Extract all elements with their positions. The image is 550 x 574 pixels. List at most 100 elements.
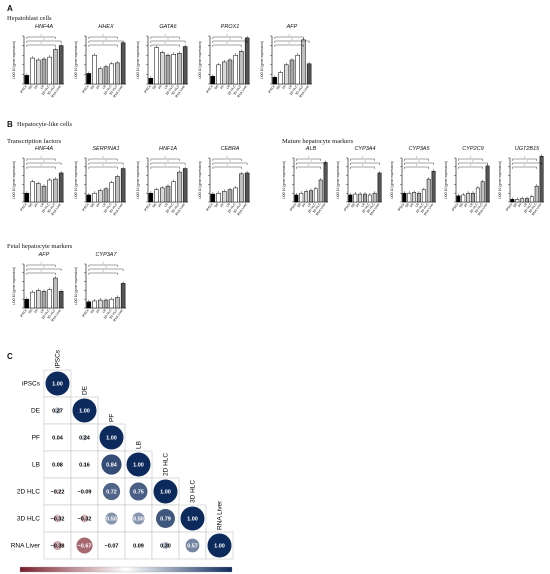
category-label: LB — [39, 202, 45, 207]
significance-bracket — [88, 36, 118, 39]
category-label: iPSCs — [343, 202, 352, 212]
bar-3 — [309, 190, 313, 203]
y-axis-label: LOG 10 (gene expression) — [260, 41, 264, 79]
bar-0 — [348, 194, 353, 203]
bar-5 — [372, 192, 377, 203]
category-label: 3D HLC — [294, 84, 304, 96]
category-label: LB — [101, 308, 107, 313]
significance-bracket — [274, 36, 304, 39]
significance-bracket — [150, 158, 180, 161]
correlation-dot — [82, 489, 87, 494]
category-label: PF — [219, 84, 225, 90]
category-label: PF — [517, 202, 523, 208]
bar-2 — [36, 59, 41, 85]
correlation-dot — [156, 509, 175, 528]
category-label: PF — [33, 84, 39, 90]
category-label: iPSCs — [81, 84, 90, 94]
category-label: iPSCs — [19, 202, 28, 212]
significance-bracket — [350, 162, 380, 165]
significance-star: * — [227, 42, 229, 46]
significance-star: * — [364, 160, 366, 164]
category-label: 2D HLC — [227, 84, 237, 96]
gene-title: SERPINA1 — [92, 146, 120, 152]
gene-title: UGT2B15 — [514, 146, 540, 152]
bar-4 — [233, 54, 238, 85]
row-label: PF — [32, 435, 40, 442]
correlation-value: 1.00 — [52, 382, 63, 388]
correlation-dot — [126, 452, 151, 477]
significance-star: * — [362, 164, 364, 168]
category-label: iPSCs — [289, 202, 298, 212]
significance-bracket — [404, 162, 434, 165]
significance-bracket — [88, 158, 118, 161]
bar-5 — [115, 176, 120, 203]
category-label: LB — [39, 308, 45, 313]
y-axis-label: LOG 10 (gene expression) — [74, 41, 78, 79]
bar-1 — [154, 47, 159, 85]
category-label: 3D HLC — [474, 202, 484, 214]
significance-bracket — [26, 166, 56, 169]
bar-6 — [539, 155, 544, 203]
gene-title: CYP3A7 — [95, 252, 117, 258]
category-label: DE — [404, 202, 410, 208]
correlation-value: 0.27 — [52, 409, 63, 415]
correlation-value: 0.09 — [133, 544, 144, 550]
bar-1 — [353, 193, 358, 203]
category-label: 3D HLC — [170, 84, 180, 96]
category-label: PF — [33, 202, 39, 208]
bar-4 — [367, 194, 372, 203]
bar-0 — [86, 194, 92, 203]
correlation-value: −0.67 — [78, 544, 92, 550]
significance-star: * — [289, 34, 291, 38]
category-label: PF — [281, 84, 287, 90]
significance-star: * — [105, 266, 107, 270]
significance-bracket — [350, 158, 375, 161]
y-axis-label: LOG 10 (gene expression) — [198, 161, 202, 199]
significance-star: * — [308, 164, 310, 168]
category-label: LB — [101, 202, 107, 207]
matrix-cell — [97, 504, 126, 533]
significance-bracket — [274, 44, 304, 47]
correlation-value: 0.79 — [160, 517, 171, 523]
category-label: 3D HLC — [46, 84, 56, 96]
bar-5 — [177, 171, 182, 203]
bar-1 — [278, 72, 283, 85]
correlation-value: 1.00 — [160, 490, 171, 496]
correlation-dot — [105, 512, 118, 525]
bar-2 — [466, 192, 471, 203]
bar-3 — [165, 54, 171, 85]
category-label: 3D HLC — [312, 202, 322, 214]
correlation-value: 0.24 — [79, 436, 91, 442]
significance-star: * — [41, 156, 43, 160]
column-label: 3D HLC — [190, 480, 197, 503]
significance-star: * — [43, 38, 45, 42]
category-label: DE — [28, 84, 34, 90]
bar-4 — [171, 181, 176, 203]
significance-star: * — [41, 270, 43, 274]
category-label: DE — [152, 84, 158, 90]
column-label: LB — [136, 441, 143, 449]
significance-star: * — [167, 38, 169, 42]
category-label: iPSCs — [505, 202, 514, 212]
significance-bracket — [212, 158, 242, 161]
significance-bracket — [26, 272, 56, 275]
correlation-dot — [54, 407, 61, 414]
significance-bracket — [458, 162, 488, 165]
colorbar — [19, 566, 233, 573]
category-label: LB — [306, 202, 312, 207]
bar-0 — [402, 192, 407, 203]
category-label: iPSCs — [81, 308, 90, 318]
bar-2 — [412, 192, 417, 203]
correlation-dot — [72, 398, 97, 423]
correlation-dot — [185, 538, 200, 553]
category-label: DE — [458, 202, 464, 208]
category-label: iPSCs — [19, 308, 28, 318]
significance-bracket — [458, 166, 483, 169]
bar-0 — [294, 194, 299, 203]
correlation-matrix: iPSCs 1.00 iPSCs DE 0.27 1.00 DE PF 0.04 0.24 1.00… — [11, 350, 234, 573]
category-label: 2D HLC — [103, 202, 113, 214]
gene-title: CYP3A4 — [354, 146, 376, 152]
category-label: LB — [163, 84, 169, 89]
gene-title: HHEX — [98, 24, 114, 30]
bar-1 — [515, 199, 520, 203]
